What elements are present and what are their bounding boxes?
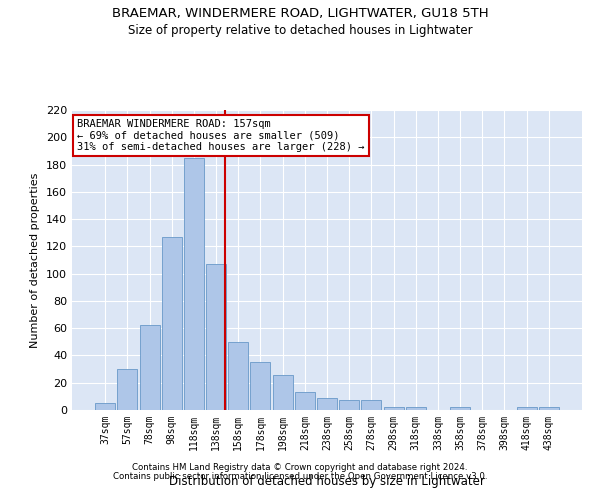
Bar bbox=[206, 264, 226, 410]
Bar bbox=[184, 158, 204, 410]
Bar bbox=[406, 408, 426, 410]
Bar bbox=[539, 408, 559, 410]
Bar bbox=[339, 400, 359, 410]
Bar bbox=[228, 342, 248, 410]
Bar bbox=[317, 398, 337, 410]
Text: Distribution of detached houses by size in Lightwater: Distribution of detached houses by size … bbox=[169, 474, 485, 488]
Bar bbox=[272, 374, 293, 410]
Bar bbox=[361, 400, 382, 410]
Bar bbox=[383, 408, 404, 410]
Bar bbox=[95, 403, 115, 410]
Text: Size of property relative to detached houses in Lightwater: Size of property relative to detached ho… bbox=[128, 24, 472, 37]
Text: Contains HM Land Registry data © Crown copyright and database right 2024.: Contains HM Land Registry data © Crown c… bbox=[132, 464, 468, 472]
Text: BRAEMAR, WINDERMERE ROAD, LIGHTWATER, GU18 5TH: BRAEMAR, WINDERMERE ROAD, LIGHTWATER, GU… bbox=[112, 8, 488, 20]
Bar bbox=[517, 408, 536, 410]
Bar bbox=[250, 362, 271, 410]
Text: Contains public sector information licensed under the Open Government Licence v3: Contains public sector information licen… bbox=[113, 472, 487, 481]
Bar bbox=[162, 237, 182, 410]
Bar bbox=[118, 369, 137, 410]
Bar bbox=[140, 326, 160, 410]
Bar bbox=[450, 408, 470, 410]
Text: BRAEMAR WINDERMERE ROAD: 157sqm
← 69% of detached houses are smaller (509)
31% o: BRAEMAR WINDERMERE ROAD: 157sqm ← 69% of… bbox=[77, 119, 365, 152]
Y-axis label: Number of detached properties: Number of detached properties bbox=[31, 172, 40, 348]
Bar bbox=[295, 392, 315, 410]
